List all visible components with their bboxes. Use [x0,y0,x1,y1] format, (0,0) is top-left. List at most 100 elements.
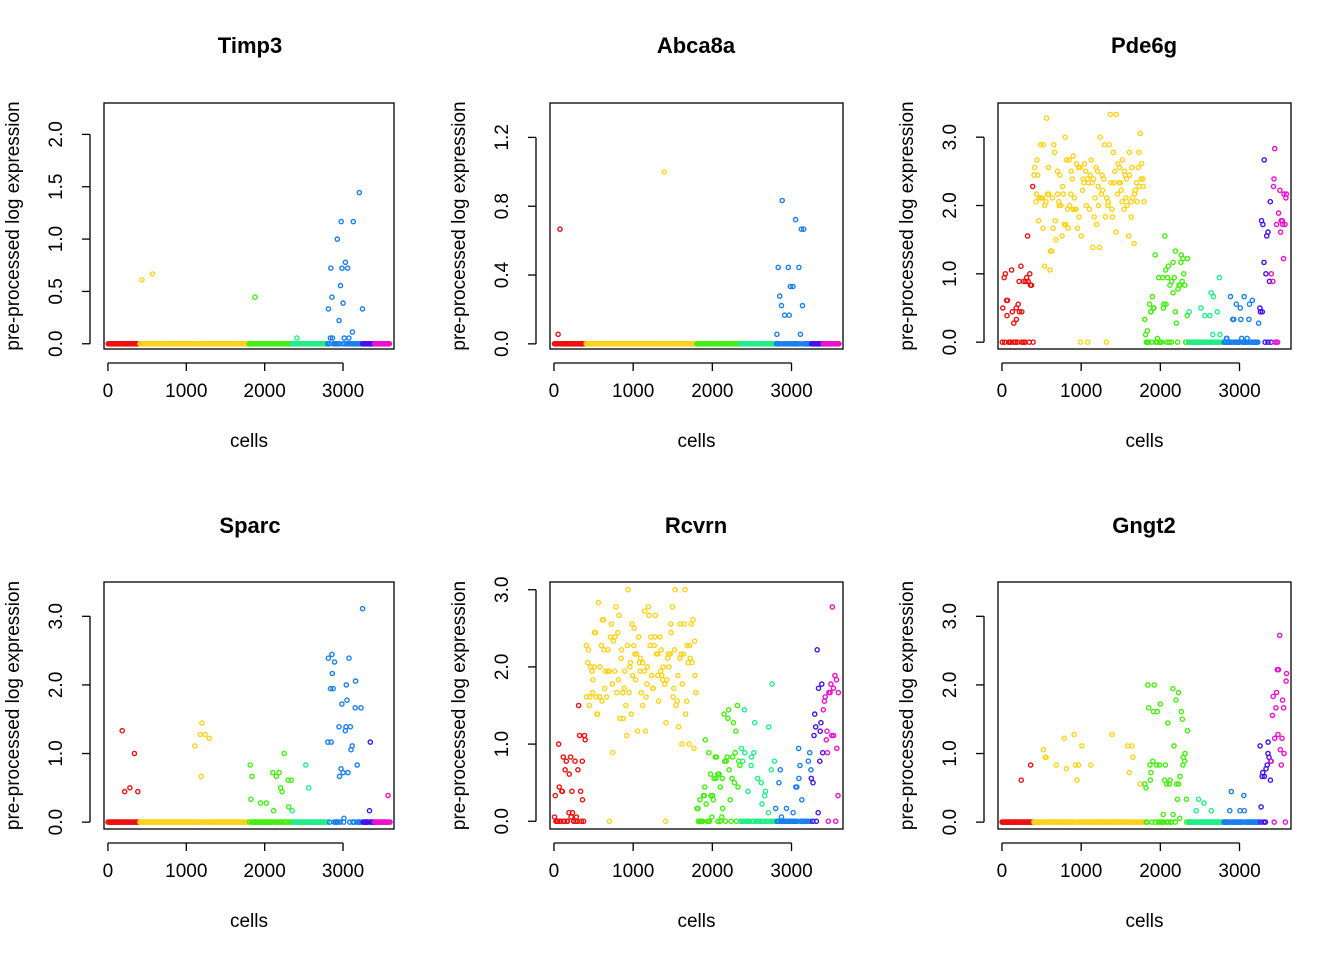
data-point [1273,689,1280,696]
data-point [1033,198,1039,205]
data-point [1129,164,1135,171]
data-point [1015,301,1022,308]
data-point [119,727,125,734]
data-point [761,818,768,825]
data-point [596,694,603,700]
data-point [1269,712,1276,719]
data-point [716,771,723,777]
data-point [336,724,342,730]
data-point [1165,263,1172,270]
y-tick-label: 0.8 [492,193,513,219]
data-point [247,762,253,768]
data-point [709,814,715,820]
data-point [1063,157,1070,163]
data-point [692,672,698,679]
data-point [808,767,814,773]
data-point [1126,149,1133,156]
data-point [1146,301,1153,308]
y-tick-label: 1.5 [46,174,67,200]
data-point [785,264,792,271]
data-point [583,642,590,649]
data-point [248,796,254,803]
data-point [1103,339,1110,346]
plot-frame [103,581,395,830]
data-point [1049,248,1055,254]
data-point [346,655,352,662]
data-point [1030,339,1036,346]
data-point [633,651,640,657]
data-point [796,264,802,271]
data-point [1040,746,1047,753]
data-point [1134,198,1140,205]
data-point [1157,701,1164,707]
data-point [1062,134,1068,140]
y-tick-label: 1.0 [46,226,67,252]
data-point [1077,164,1083,171]
y-axis-label: pre-processed log expression [897,581,918,830]
data-point [1045,191,1052,197]
data-point [687,655,694,662]
x-tick-label: 2000 [1139,381,1181,402]
data-point [1265,229,1271,235]
data-point [1171,274,1177,281]
data-point [811,711,818,717]
data-point [711,775,717,782]
data-point [800,226,807,232]
data-point [1270,278,1276,285]
data-point [1110,179,1117,186]
data-point [1095,183,1101,190]
data-point [771,758,778,765]
data-point [626,689,632,696]
data-point [670,694,676,700]
data-point [1059,183,1066,190]
data-point [641,608,648,615]
data-point [285,804,292,810]
data-point [1275,666,1282,673]
data-point [1113,229,1119,235]
data-point [1138,160,1145,167]
data-point [1057,172,1063,178]
data-point [257,800,264,806]
data-point [1018,777,1025,784]
x-tick-label: 2000 [691,381,733,402]
data-point [776,779,782,786]
data-point [742,749,748,756]
data-point [575,702,582,709]
y-tick-label: 2.0 [492,654,513,680]
data-point [555,741,562,747]
data-point [702,737,709,743]
data-point [621,685,628,692]
data-point [1273,221,1280,228]
data-point [726,767,732,773]
data-point [1226,339,1233,346]
data-point [1174,796,1181,803]
data-point [1237,305,1244,311]
data-point [1282,221,1288,228]
data-point [1255,339,1261,346]
y-axis: 0.0 1.0 2.0 3.0 [492,577,537,834]
data-point [618,647,625,653]
data-point [727,797,734,803]
data-point [1095,202,1102,209]
data-point [1076,214,1082,220]
data-point [632,677,639,683]
y-tick-label: 0.0 [492,808,513,834]
data-point [346,335,352,341]
data-point [324,739,331,745]
data-point [325,306,332,312]
data-point [737,762,743,769]
data-point [335,819,341,825]
data-point [828,681,834,687]
data-point [657,634,663,640]
data-point [783,805,790,812]
data-point [1267,777,1274,784]
data-point [1079,187,1086,194]
y-axis: 0.0 1.0 2.0 3.0 [46,603,91,835]
data-point [572,758,578,765]
data-point [1060,191,1067,197]
y-axis-label: pre-processed log expression [3,101,24,350]
data-point [733,728,739,735]
data-point [719,814,725,820]
